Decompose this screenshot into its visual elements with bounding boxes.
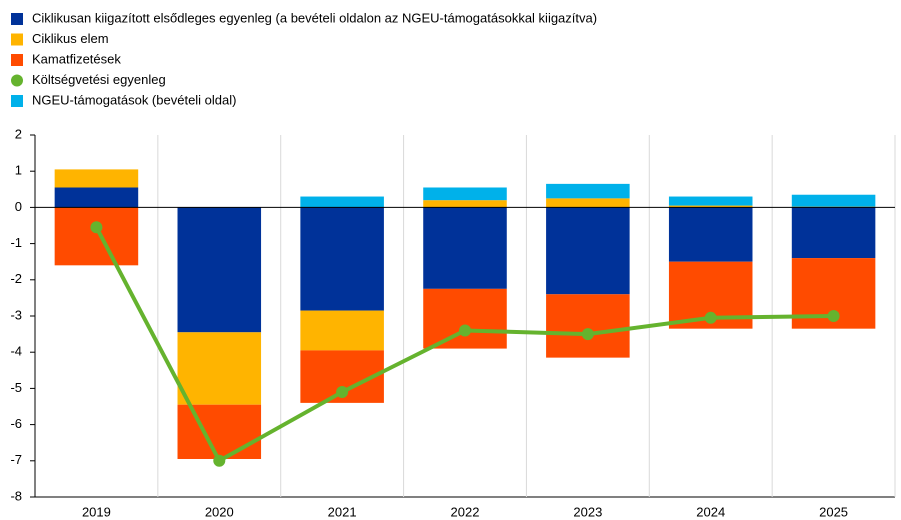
y-tick-label: -2: [10, 271, 22, 286]
legend-marker: [11, 13, 23, 25]
bar: [423, 200, 507, 208]
bar: [423, 187, 507, 201]
legend-marker: [11, 95, 23, 107]
line-point: [827, 310, 840, 322]
y-tick-label: -4: [10, 344, 22, 359]
bar: [546, 198, 630, 208]
y-tick-label: 2: [15, 126, 22, 141]
line-point: [459, 324, 471, 337]
legend-marker: [11, 74, 23, 87]
line-point: [213, 454, 226, 467]
x-tick-label: 2023: [573, 504, 602, 519]
x-tick-label: 2025: [819, 504, 848, 519]
bar: [423, 207, 507, 289]
bar: [300, 207, 384, 311]
line-point: [90, 221, 103, 234]
y-tick-label: 0: [15, 199, 22, 214]
line-point: [704, 311, 717, 324]
bar: [791, 194, 876, 207]
legend-label: Költségvetési egyenleg: [32, 72, 166, 87]
bar: [668, 196, 753, 206]
bar: [668, 205, 753, 208]
x-tick-label: 2020: [205, 504, 234, 519]
line-point: [336, 386, 349, 399]
y-tick-label: -6: [10, 416, 22, 431]
legend-label: NGEU-támogatások (bevételi oldal): [32, 92, 236, 107]
legend-label: Ciklikus elem: [32, 31, 109, 46]
y-tick-label: -3: [10, 307, 22, 322]
bar: [546, 294, 630, 358]
bar: [177, 332, 262, 405]
bar: [177, 404, 262, 459]
bar: [54, 207, 139, 266]
y-tick-label: -7: [10, 452, 22, 467]
x-tick-label: 2021: [328, 504, 357, 519]
bar: [546, 183, 630, 199]
y-tick-label: -8: [10, 488, 22, 503]
bar: [300, 310, 384, 351]
x-tick-label: 2019: [82, 504, 111, 519]
legend-label: Kamatfizetések: [32, 51, 121, 66]
x-tick-label: 2022: [451, 504, 480, 519]
legend-marker: [11, 33, 23, 46]
y-tick-label: -1: [10, 235, 22, 250]
bar: [546, 207, 630, 295]
bar: [423, 288, 507, 349]
y-tick-label: -5: [10, 380, 22, 395]
legend-label: Ciklikusan kiigazított elsődleges egyenl…: [32, 10, 597, 25]
bar: [54, 187, 139, 208]
x-tick-label: 2024: [696, 504, 725, 519]
bar: [300, 196, 384, 208]
bar: [791, 207, 876, 259]
bar: [54, 169, 139, 188]
bar: [668, 207, 753, 262]
y-tick-label: 1: [15, 163, 22, 178]
legend-marker: [11, 54, 23, 66]
line-point: [581, 328, 594, 341]
bar: [177, 207, 262, 333]
